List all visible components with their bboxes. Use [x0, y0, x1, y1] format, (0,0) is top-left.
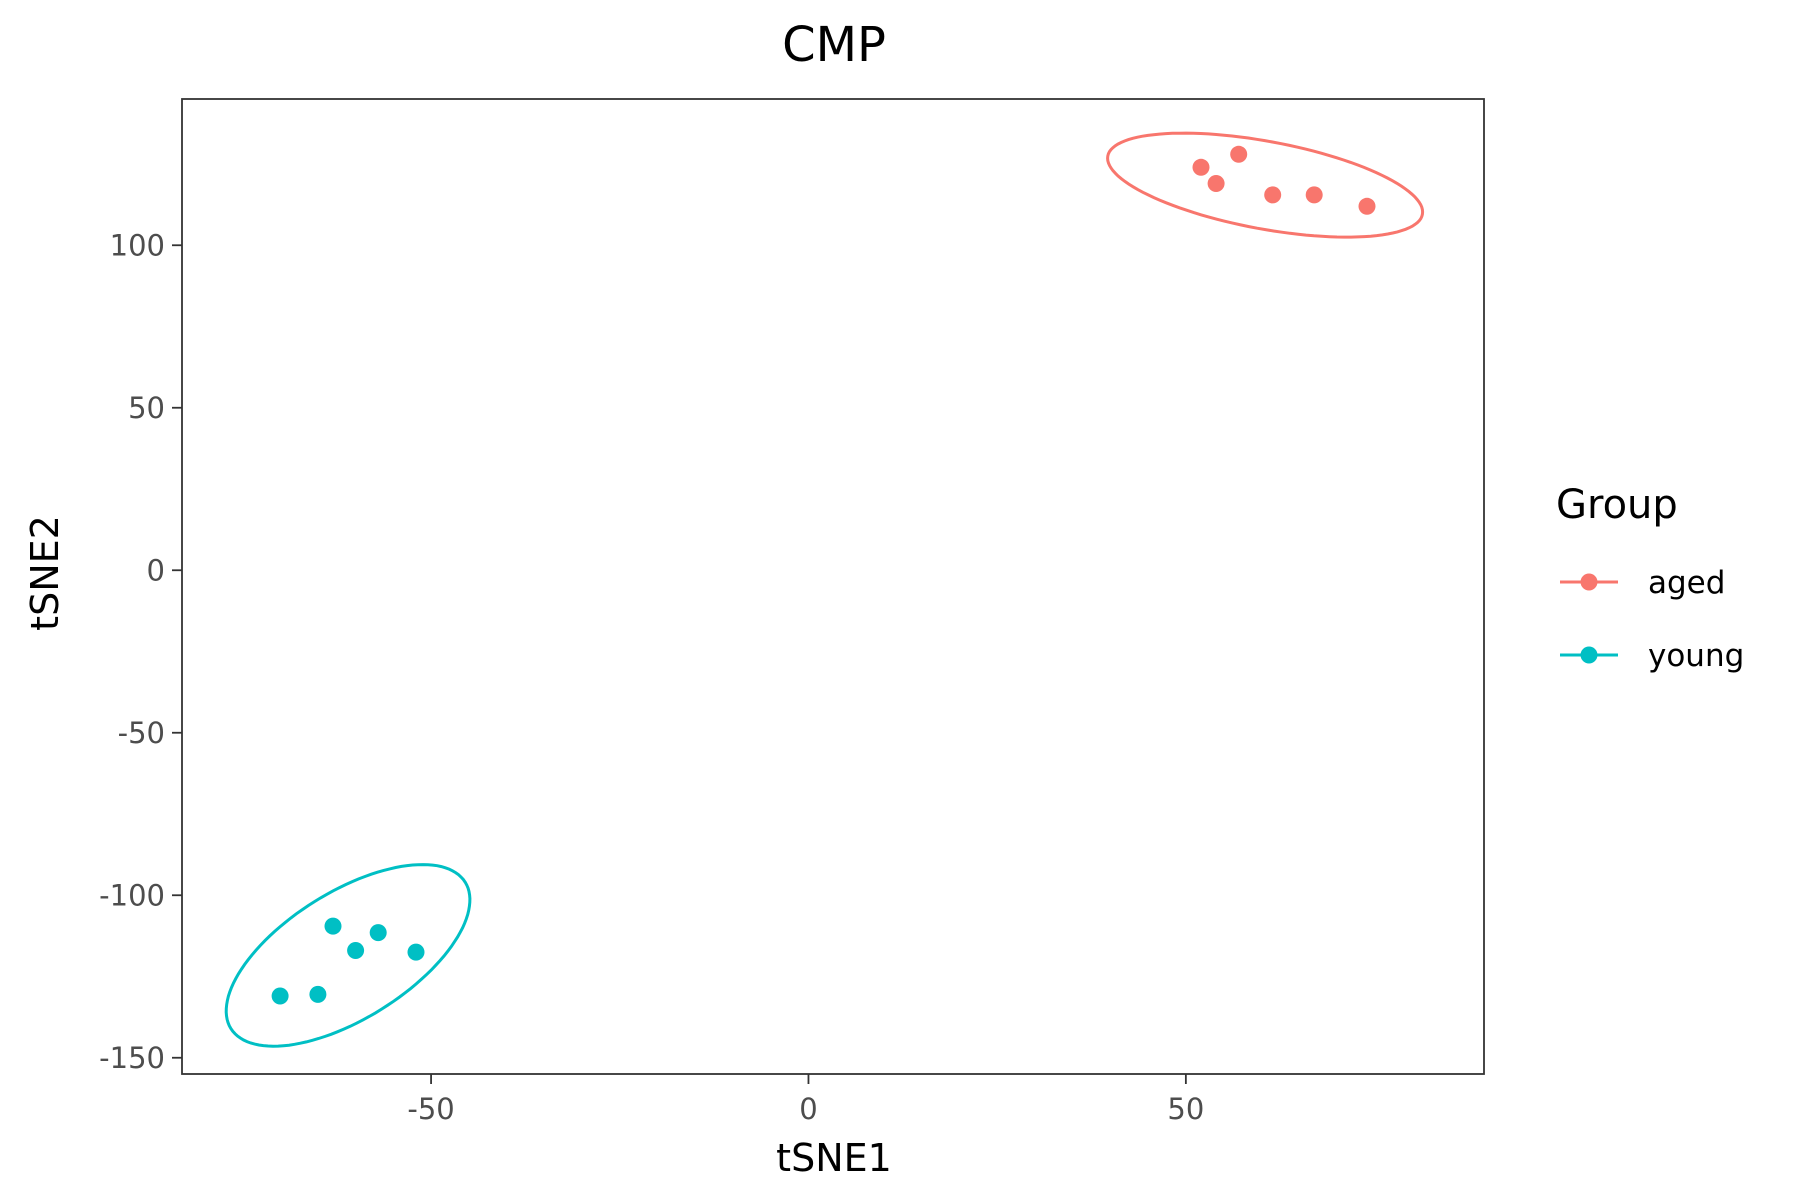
young-point — [324, 917, 342, 935]
aged-point — [1264, 186, 1282, 204]
young-legend-label: young — [1648, 638, 1744, 674]
young-point — [271, 987, 289, 1005]
x-axis-title: tSNE1 — [776, 1136, 892, 1180]
young-point — [407, 943, 425, 961]
young-ellipse — [224, 863, 472, 1048]
x-tick-label: -50 — [407, 1092, 454, 1126]
y-tick-label: 0 — [147, 553, 165, 587]
aged-legend-label: aged — [1648, 565, 1725, 601]
y-tick-label: -100 — [99, 878, 165, 912]
y-tick-label: -50 — [118, 716, 165, 750]
aged-point — [1192, 158, 1210, 176]
y-axis-title: tSNE2 — [23, 515, 67, 631]
young-legend-key — [1580, 646, 1598, 664]
young-point — [309, 985, 327, 1003]
aged-ellipse — [1106, 131, 1425, 239]
x-tick-label: 50 — [1167, 1092, 1204, 1126]
legend: Group aged young — [1556, 482, 1744, 674]
chart-title: CMP — [782, 17, 886, 73]
aged-point — [1230, 145, 1248, 163]
y-tick-label: -150 — [99, 1041, 165, 1075]
young-point — [347, 942, 365, 959]
plot-panel-border — [181, 98, 1485, 1075]
aged-point — [1207, 175, 1225, 192]
aged-point — [1358, 197, 1376, 215]
x-tick-label: 0 — [799, 1092, 817, 1126]
legend-title: Group — [1556, 482, 1678, 528]
y-tick-label: 50 — [128, 391, 165, 425]
aged-point — [1305, 186, 1323, 204]
aged-legend-key — [1580, 573, 1598, 591]
y-tick-label: 100 — [110, 228, 165, 262]
young-point — [369, 924, 387, 942]
